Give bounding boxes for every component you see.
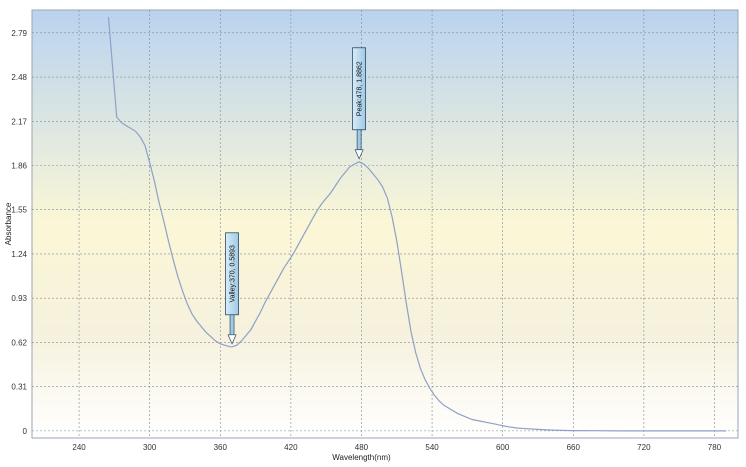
y-tick-label: 2.48 <box>11 73 27 82</box>
y-tick-label: 1.24 <box>11 250 27 259</box>
callout-arrow-head <box>227 334 237 345</box>
x-tick-label: 240 <box>72 443 86 452</box>
x-tick-label: 660 <box>567 443 581 452</box>
x-tick-label: 300 <box>143 443 157 452</box>
y-tick-label: 1.86 <box>11 162 27 171</box>
plot-area <box>31 9 739 439</box>
callout-arrow-shaft <box>356 129 362 151</box>
x-axis-ticks: 240 300 360 420 480 540 600 660 720 780 <box>72 443 721 452</box>
x-tick-label: 600 <box>496 443 510 452</box>
x-axis-label: Wavelength(nm) <box>332 453 391 462</box>
y-axis-label: Absorbance <box>4 202 13 245</box>
annotation-label: Valley:370, 0.5893 <box>230 245 237 303</box>
y-tick-label: 2.79 <box>11 29 27 38</box>
annotations: Valley:370, 0.5893 Peak:478, 1.8862 <box>225 47 367 345</box>
y-tick-label: 2.17 <box>11 117 27 126</box>
annotation-callout: Peak:478, 1.8862 <box>352 47 367 160</box>
x-tick-label: 780 <box>708 443 722 452</box>
spectrum-line <box>107 17 727 432</box>
callout-arrow-shaft <box>229 314 235 336</box>
x-tick-label: 360 <box>214 443 228 452</box>
gridlines <box>32 10 738 438</box>
y-tick-label: 1.55 <box>11 206 27 215</box>
annotation-label: Peak:478, 1.8862 <box>357 61 364 116</box>
y-axis-ticks: 0 0.31 0.62 0.93 1.24 1.55 1.86 2.17 2.48 2.79 <box>11 29 27 436</box>
y-tick-label: 0.62 <box>11 338 27 347</box>
y-tick-label: 0.31 <box>11 383 27 392</box>
x-tick-label: 720 <box>637 443 651 452</box>
y-tick-label: 0 <box>23 427 28 436</box>
annotation-callout: Valley:370, 0.5893 <box>225 232 239 345</box>
callout-arrow-head <box>354 149 364 160</box>
x-tick-label: 480 <box>355 443 369 452</box>
x-tick-label: 420 <box>284 443 298 452</box>
y-tick-label: 0.93 <box>11 294 27 303</box>
x-tick-label: 540 <box>425 443 439 452</box>
